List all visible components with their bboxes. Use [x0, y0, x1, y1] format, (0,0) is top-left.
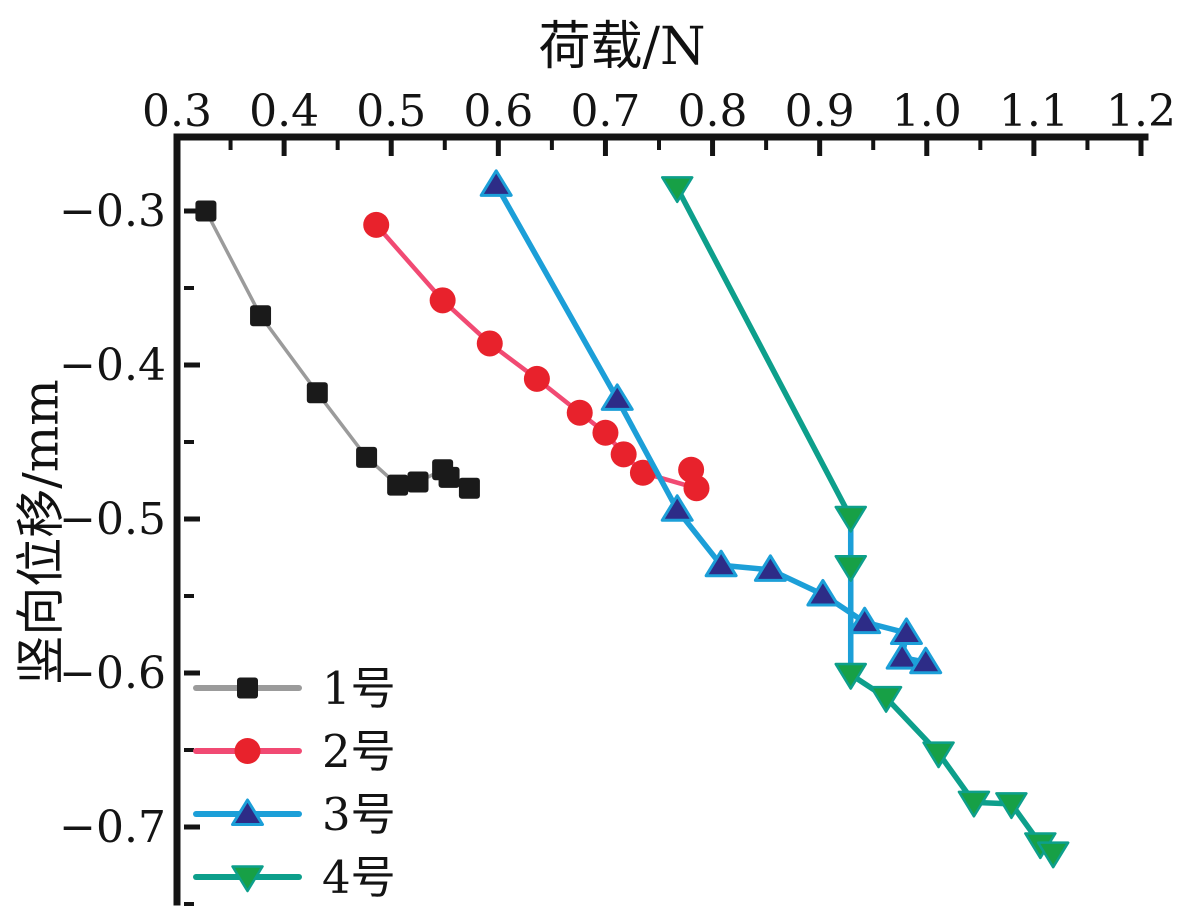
data-point-square [306, 382, 328, 404]
data-point-triangle-down [957, 790, 991, 818]
data-point-triangle-up [600, 383, 634, 411]
data-point-triangle-up [885, 642, 919, 670]
series-2-line [373, 222, 699, 491]
data-point-triangle-down [834, 505, 867, 533]
y-axis-line [173, 133, 181, 906]
data-point-circle [523, 365, 550, 392]
legend-label: 2号 [322, 725, 396, 778]
data-point-triangle-down [834, 554, 867, 582]
data-point-circle [476, 330, 503, 357]
data-point-circle [678, 456, 705, 483]
data-point-square [250, 305, 272, 327]
y-tick-label: −0.7 [59, 802, 166, 853]
series-4-line [674, 185, 1056, 856]
series-4 [660, 176, 1070, 869]
legend-label: 1号 [322, 662, 396, 715]
legend-label: 4号 [322, 851, 396, 904]
data-point-triangle-up [479, 169, 513, 197]
series-3 [479, 169, 943, 675]
y-tick-label: −0.3 [59, 186, 166, 237]
legend-item-3: 3号 [193, 788, 396, 841]
x-tick-label: 0.3 [142, 86, 212, 137]
x-tick-label: 0.4 [249, 86, 319, 137]
x-tick-label: 0.6 [463, 86, 533, 137]
data-point-triangle-up [909, 646, 943, 675]
y-tick-label: −0.6 [59, 648, 166, 699]
data-point-square [438, 466, 460, 488]
data-point-triangle-up [889, 617, 923, 645]
series-1-line [204, 209, 472, 490]
data-point-triangle-up [848, 606, 882, 635]
data-point-square [458, 477, 480, 499]
x-tick-label: 0.7 [570, 86, 640, 137]
data-point-circle [234, 738, 261, 764]
legend-label: 3号 [322, 788, 396, 841]
legend-item-4: 4号 [193, 851, 396, 904]
x-tick-label: 0.5 [356, 86, 426, 137]
data-point-square [356, 446, 378, 468]
data-point-circle [629, 459, 656, 486]
data-point-triangle-down [660, 176, 694, 204]
legend-item-1: 1号 [193, 662, 396, 715]
x-tick-label: 1.2 [1106, 86, 1176, 137]
legend-item-2: 2号 [193, 725, 396, 778]
x-axis-title: 荷载/N [538, 17, 706, 77]
x-tick-label: 0.8 [678, 86, 748, 137]
data-point-triangle-down [995, 792, 1028, 820]
data-point-triangle-down [834, 662, 867, 690]
x-axis-line [173, 133, 1149, 141]
data-point-triangle-down [1036, 841, 1070, 869]
y-tick-label: −0.4 [59, 340, 166, 391]
data-point-triangle-down [869, 685, 903, 713]
series-2 [363, 211, 710, 502]
data-point-triangle-down [231, 865, 264, 893]
data-point-square [237, 677, 258, 699]
data-point-triangle-up [660, 494, 694, 522]
data-point-circle [610, 441, 637, 468]
data-point-triangle-up [753, 554, 787, 582]
x-tick-label: 1.1 [999, 86, 1069, 137]
x-tick-label: 0.9 [785, 86, 855, 137]
series-1 [195, 200, 480, 499]
x-tick-label: 1.0 [892, 86, 962, 137]
data-point-square [407, 471, 429, 493]
data-point-triangle-down [922, 741, 955, 769]
data-point-circle [566, 399, 593, 426]
data-point-circle [363, 211, 390, 238]
data-point-circle [592, 419, 619, 446]
y-tick-label: −0.5 [59, 494, 166, 545]
data-point-square [387, 474, 409, 496]
data-point-circle [429, 287, 456, 314]
data-point-triangle-up [231, 798, 264, 826]
data-point-square [195, 200, 217, 222]
data-point-triangle-up [806, 578, 840, 607]
data-point-triangle-up [704, 549, 738, 578]
